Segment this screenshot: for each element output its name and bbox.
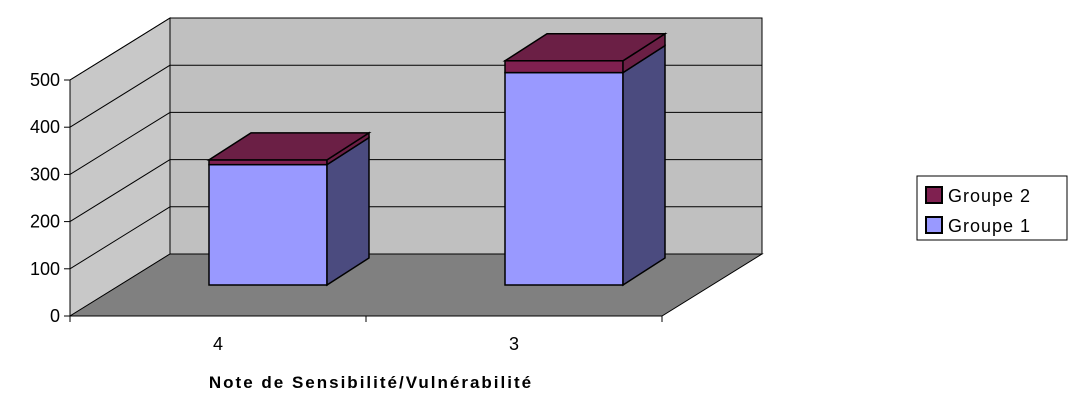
x-tick-label: 3 xyxy=(509,334,519,354)
bars xyxy=(206,32,668,287)
bar-groupe-2-4 xyxy=(206,131,372,167)
gridline xyxy=(69,159,171,223)
legend-swatch xyxy=(925,186,943,204)
legend-label: Groupe 1 xyxy=(948,216,1031,236)
bar-front xyxy=(208,163,328,286)
bar-front xyxy=(504,60,624,74)
bar-front xyxy=(504,71,624,286)
y-tick-label: 100 xyxy=(30,259,60,279)
bar-side xyxy=(622,44,666,287)
y-tick-label: 400 xyxy=(30,117,60,137)
bar-groupe-2-3 xyxy=(502,32,668,74)
axes xyxy=(64,79,663,322)
y-tick-label: 300 xyxy=(30,164,60,184)
legend: Groupe 2 Groupe 1 xyxy=(916,175,1068,241)
x-tick-label: 4 xyxy=(213,334,223,354)
bar-groupe-1-3 xyxy=(504,44,666,287)
gridline xyxy=(69,111,171,175)
y-tick-labels: 0 100 200 300 400 500 xyxy=(30,70,60,326)
gridline xyxy=(69,206,171,270)
y-tick-label: 0 xyxy=(50,306,60,326)
legend-label: Groupe 2 xyxy=(948,186,1031,206)
gridline xyxy=(69,17,171,81)
bar-groupe-1-4 xyxy=(208,136,370,287)
x-axis-label: Note de Sensibilité/Vulnérabilité xyxy=(209,373,533,392)
floor xyxy=(68,253,764,317)
bar-top xyxy=(502,33,668,62)
gridline xyxy=(69,64,171,128)
bar-top xyxy=(206,132,372,161)
y-tick-label: 500 xyxy=(30,70,60,90)
y-tick-label: 200 xyxy=(30,212,60,232)
legend-swatch xyxy=(925,216,943,234)
